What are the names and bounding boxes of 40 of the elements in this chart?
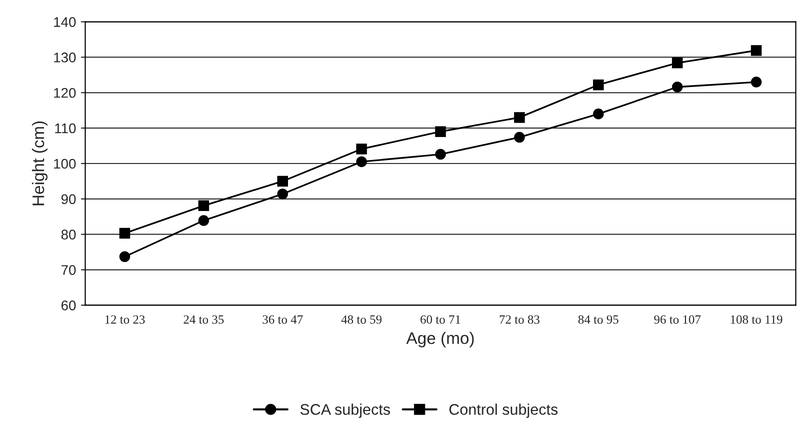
x-tick-label: 108 to 119 bbox=[730, 315, 782, 324]
x-tick-label: 48 to 59 bbox=[341, 315, 382, 324]
y-tick-label: 80 bbox=[61, 230, 76, 240]
point bbox=[593, 79, 604, 90]
y-tick-label: 130 bbox=[54, 52, 76, 62]
point bbox=[672, 58, 683, 68]
point bbox=[750, 76, 762, 88]
y-tick-label: 60 bbox=[61, 300, 76, 310]
x-tick-label: 96 to 107 bbox=[654, 315, 701, 324]
legend-label: SCA subjects bbox=[300, 404, 390, 418]
y-tick-label: 70 bbox=[61, 265, 76, 275]
point bbox=[119, 228, 130, 239]
x-tick-label: 24 to 35 bbox=[184, 315, 224, 324]
y-tick-label: 120 bbox=[54, 88, 76, 98]
point bbox=[277, 188, 288, 200]
point bbox=[198, 200, 210, 212]
y-tick-label: 140 bbox=[54, 17, 76, 27]
point bbox=[750, 45, 762, 56]
y-axis-title: Height (cm) bbox=[32, 121, 48, 206]
point bbox=[356, 156, 367, 168]
x-tick-label: 12 to 23 bbox=[105, 315, 145, 324]
x-tick-label: 84 to 95 bbox=[578, 315, 618, 324]
point bbox=[593, 108, 604, 120]
point bbox=[514, 132, 525, 143]
x-axis-title: Age (mo) bbox=[406, 332, 474, 348]
y-tick-label: 100 bbox=[54, 158, 76, 169]
point bbox=[435, 126, 446, 137]
x-tick-label: 60 to 71 bbox=[420, 315, 460, 324]
y-tick-label: 110 bbox=[55, 123, 76, 134]
point bbox=[119, 251, 130, 262]
legend-label: Control subjects bbox=[449, 404, 558, 418]
x-tick-label: 36 to 47 bbox=[262, 315, 303, 324]
point bbox=[435, 148, 446, 160]
point bbox=[277, 176, 288, 187]
y-tick-label: 90 bbox=[61, 194, 76, 204]
x-tick-label: 72 to 83 bbox=[500, 315, 540, 324]
point bbox=[514, 112, 525, 123]
point bbox=[356, 144, 367, 154]
point bbox=[672, 82, 683, 92]
point bbox=[198, 215, 210, 226]
